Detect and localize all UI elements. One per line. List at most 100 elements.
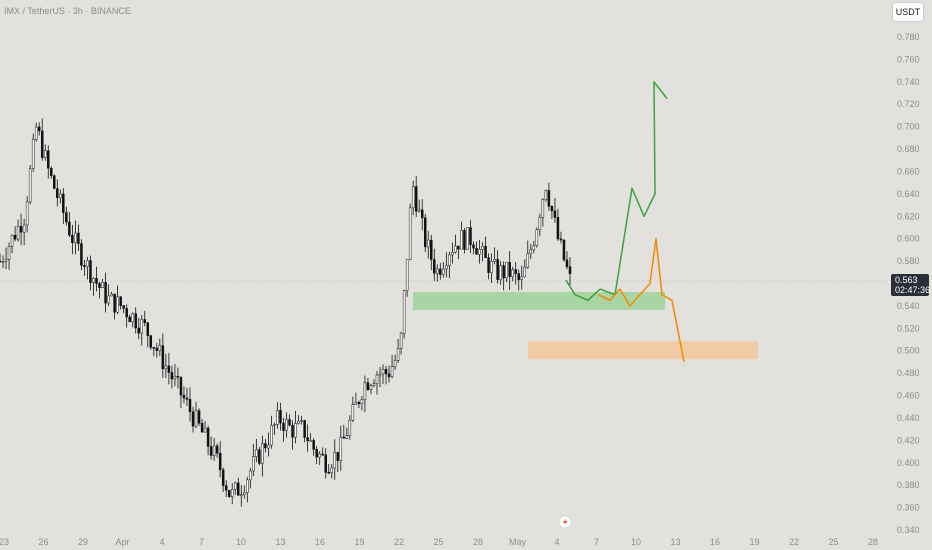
candle-body bbox=[366, 382, 370, 390]
projection-bullish bbox=[565, 81, 668, 302]
candle-body bbox=[110, 293, 113, 297]
y-tick-label: 0.600 bbox=[897, 234, 920, 244]
candle-body bbox=[309, 440, 312, 442]
projection-paths bbox=[565, 81, 685, 363]
y-tick-label: 0.520 bbox=[897, 323, 920, 333]
candle-body bbox=[1, 261, 5, 263]
candle-body bbox=[167, 365, 171, 373]
candle-body bbox=[149, 335, 153, 348]
candle-body bbox=[98, 283, 101, 288]
candle-body bbox=[194, 410, 198, 427]
y-tick-label: 0.440 bbox=[897, 413, 920, 423]
candle-body bbox=[454, 245, 457, 253]
candle-body bbox=[315, 449, 318, 458]
candle-body bbox=[74, 232, 77, 244]
y-tick-label: 0.460 bbox=[897, 391, 920, 401]
candle-body bbox=[122, 305, 125, 309]
candle-body bbox=[463, 230, 466, 250]
candle-body bbox=[227, 489, 231, 498]
candle-body bbox=[255, 449, 258, 457]
candle-body bbox=[240, 494, 243, 496]
candle-body bbox=[529, 249, 533, 255]
candle-body bbox=[351, 404, 355, 421]
candle-body bbox=[354, 402, 358, 405]
candle-body bbox=[565, 259, 569, 268]
candle-body bbox=[252, 456, 255, 472]
candle-body bbox=[209, 446, 213, 456]
candle-body bbox=[215, 445, 219, 454]
candle-body bbox=[128, 316, 131, 323]
candle-body bbox=[68, 221, 71, 236]
candle-body bbox=[375, 374, 379, 384]
candle-body bbox=[321, 453, 324, 456]
candle-body bbox=[427, 239, 430, 248]
candle-body bbox=[104, 282, 107, 304]
y-tick-label: 0.400 bbox=[897, 458, 920, 468]
y-tick-label: 0.660 bbox=[897, 166, 920, 176]
candle-body bbox=[556, 217, 560, 240]
candle-body bbox=[297, 420, 300, 424]
candle-body bbox=[475, 247, 478, 255]
candle-body bbox=[523, 266, 527, 278]
chart-title: IMX / TetherUS · 3h · BINANCE bbox=[4, 6, 131, 16]
x-tick-label: 19 bbox=[354, 537, 364, 547]
x-tick-label: 25 bbox=[433, 537, 443, 547]
candle-body bbox=[339, 436, 343, 461]
candle-body bbox=[369, 385, 373, 390]
candle-body bbox=[218, 452, 222, 471]
candle-body bbox=[535, 229, 539, 246]
candle-body bbox=[212, 445, 216, 456]
candle-body bbox=[125, 308, 128, 318]
candle-body bbox=[47, 150, 50, 169]
candle-body bbox=[56, 188, 59, 199]
candle-body bbox=[146, 322, 150, 336]
candle-body bbox=[273, 424, 276, 426]
y-tick-label: 0.580 bbox=[897, 256, 920, 266]
candle-body bbox=[466, 227, 469, 250]
candle-body bbox=[439, 268, 442, 275]
candle-body bbox=[417, 209, 421, 212]
candle-body bbox=[430, 239, 433, 260]
candle-body bbox=[279, 410, 282, 424]
x-tick-label: 22 bbox=[394, 537, 404, 547]
candle-body bbox=[140, 319, 143, 334]
y-tick-label: 0.360 bbox=[897, 503, 920, 513]
candle-body bbox=[43, 150, 47, 158]
candle-body bbox=[89, 260, 92, 283]
candle-body bbox=[65, 212, 68, 223]
y-tick-label: 0.640 bbox=[897, 189, 920, 199]
y-tick-label: 0.700 bbox=[897, 122, 920, 132]
candle-body bbox=[152, 347, 156, 349]
candle-body bbox=[143, 319, 147, 323]
candle-body bbox=[206, 427, 210, 447]
candle-body bbox=[357, 402, 361, 404]
currency-button[interactable]: USDT bbox=[892, 2, 924, 22]
candle-body bbox=[333, 451, 337, 469]
candle-body bbox=[28, 168, 32, 203]
candle-body bbox=[4, 259, 8, 262]
x-tick-label: 25 bbox=[828, 537, 838, 547]
x-tick-label: May bbox=[509, 537, 527, 547]
candle-body bbox=[436, 268, 439, 274]
zone-lower bbox=[528, 341, 758, 360]
candle-body bbox=[514, 269, 517, 274]
x-tick-label: 29 bbox=[78, 537, 88, 547]
candle-body bbox=[200, 422, 204, 433]
candle-body bbox=[345, 435, 349, 439]
candle-body bbox=[423, 217, 427, 248]
candle-body bbox=[445, 265, 448, 270]
candle-body bbox=[191, 411, 195, 427]
candle-body bbox=[246, 479, 249, 493]
candle-body bbox=[505, 261, 508, 279]
x-tick-label: 13 bbox=[670, 537, 680, 547]
candle-body bbox=[291, 425, 294, 438]
y-tick-label: 0.620 bbox=[897, 211, 920, 221]
candle-body bbox=[541, 199, 545, 218]
y-tick-label: 0.540 bbox=[897, 301, 920, 311]
y-tick-label: 0.420 bbox=[897, 435, 920, 445]
x-tick-label: 26 bbox=[38, 537, 48, 547]
x-tick-label: 7 bbox=[594, 537, 599, 547]
lightning-icon[interactable] bbox=[558, 515, 572, 529]
x-tick-label: 16 bbox=[710, 537, 720, 547]
